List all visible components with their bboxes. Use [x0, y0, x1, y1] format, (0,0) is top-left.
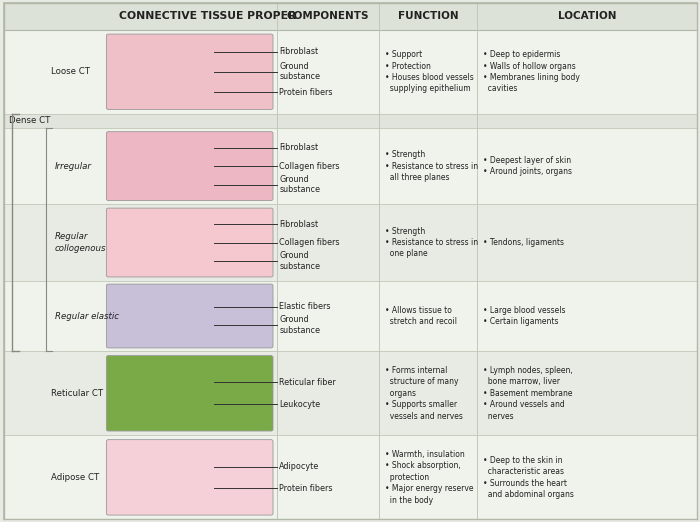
Text: • Strength
• Resistance to stress in
  all three planes: • Strength • Resistance to stress in all…	[385, 150, 478, 182]
Text: Ground
substance: Ground substance	[279, 251, 321, 270]
Text: • Large blood vessels
• Certain ligaments: • Large blood vessels • Certain ligament…	[483, 306, 566, 326]
Text: Elastic fibers: Elastic fibers	[279, 302, 331, 312]
Bar	[4, 351, 696, 435]
Text: • Allows tissue to
  stretch and recoil: • Allows tissue to stretch and recoil	[385, 306, 457, 326]
Text: Collagen fibers: Collagen fibers	[279, 238, 340, 247]
Text: Fibroblast: Fibroblast	[279, 47, 318, 56]
Text: Regular elastic: Regular elastic	[55, 312, 118, 321]
Text: Irregular: Irregular	[55, 162, 92, 171]
FancyBboxPatch shape	[106, 440, 273, 515]
Text: Collagen fibers: Collagen fibers	[279, 162, 340, 171]
Bar	[4, 435, 696, 519]
Text: Adipocyte: Adipocyte	[279, 462, 319, 471]
Text: Ground
substance: Ground substance	[279, 315, 321, 335]
Text: CONNECTIVE TISSUE PROPER: CONNECTIVE TISSUE PROPER	[119, 11, 296, 21]
Text: Adipose CT: Adipose CT	[51, 473, 99, 482]
Text: COMPONENTS: COMPONENTS	[287, 11, 369, 21]
Text: Leukocyte: Leukocyte	[279, 400, 321, 409]
Text: Protein fibers: Protein fibers	[279, 484, 332, 493]
Text: • Strength
• Resistance to stress in
  one plane: • Strength • Resistance to stress in one…	[385, 227, 478, 258]
Text: • Tendons, ligaments: • Tendons, ligaments	[483, 238, 564, 247]
FancyBboxPatch shape	[106, 284, 273, 348]
Text: Dense CT: Dense CT	[9, 116, 50, 125]
Text: • Support
• Protection
• Houses blood vessels
  supplying epithelium: • Support • Protection • Houses blood ve…	[385, 50, 474, 93]
Text: Ground
substance: Ground substance	[279, 175, 321, 194]
Text: • Deep to the skin in
  characteristic areas
• Surrounds the heart
  and abdomin: • Deep to the skin in characteristic are…	[483, 456, 574, 499]
Text: Fibroblast: Fibroblast	[279, 143, 318, 152]
FancyBboxPatch shape	[106, 355, 273, 431]
FancyBboxPatch shape	[106, 34, 273, 110]
Text: Reticular fiber: Reticular fiber	[279, 378, 336, 387]
Text: Reticular CT: Reticular CT	[51, 389, 103, 398]
Text: Regular
collogenous: Regular collogenous	[55, 232, 106, 253]
Bar	[4, 30, 696, 114]
Text: Fibroblast: Fibroblast	[279, 220, 318, 229]
Text: LOCATION: LOCATION	[558, 11, 616, 21]
Bar	[4, 204, 696, 281]
Text: • Forms internal
  structure of many
  organs
• Supports smaller
  vessels and n: • Forms internal structure of many organ…	[385, 366, 463, 421]
Text: • Deepest layer of skin
• Around joints, organs: • Deepest layer of skin • Around joints,…	[483, 156, 572, 176]
FancyBboxPatch shape	[106, 208, 273, 277]
Text: Ground
substance: Ground substance	[279, 62, 321, 81]
Text: • Lymph nodes, spleen,
  bone marrow, liver
• Basement membrane
• Around vessels: • Lymph nodes, spleen, bone marrow, live…	[483, 366, 573, 421]
Text: Loose CT: Loose CT	[51, 67, 90, 76]
Text: FUNCTION: FUNCTION	[398, 11, 458, 21]
Text: • Warmth, insulation
• Shock absorption,
  protection
• Major energy reserve
  i: • Warmth, insulation • Shock absorption,…	[385, 450, 473, 505]
Bar	[4, 128, 696, 204]
FancyBboxPatch shape	[106, 132, 273, 200]
Bar	[4, 114, 696, 128]
Bar	[4, 3, 696, 30]
Text: Protein fibers: Protein fibers	[279, 88, 332, 97]
Text: • Deep to epidermis
• Walls of hollow organs
• Membranes lining body
  cavities: • Deep to epidermis • Walls of hollow or…	[483, 50, 580, 93]
Bar	[4, 281, 696, 351]
